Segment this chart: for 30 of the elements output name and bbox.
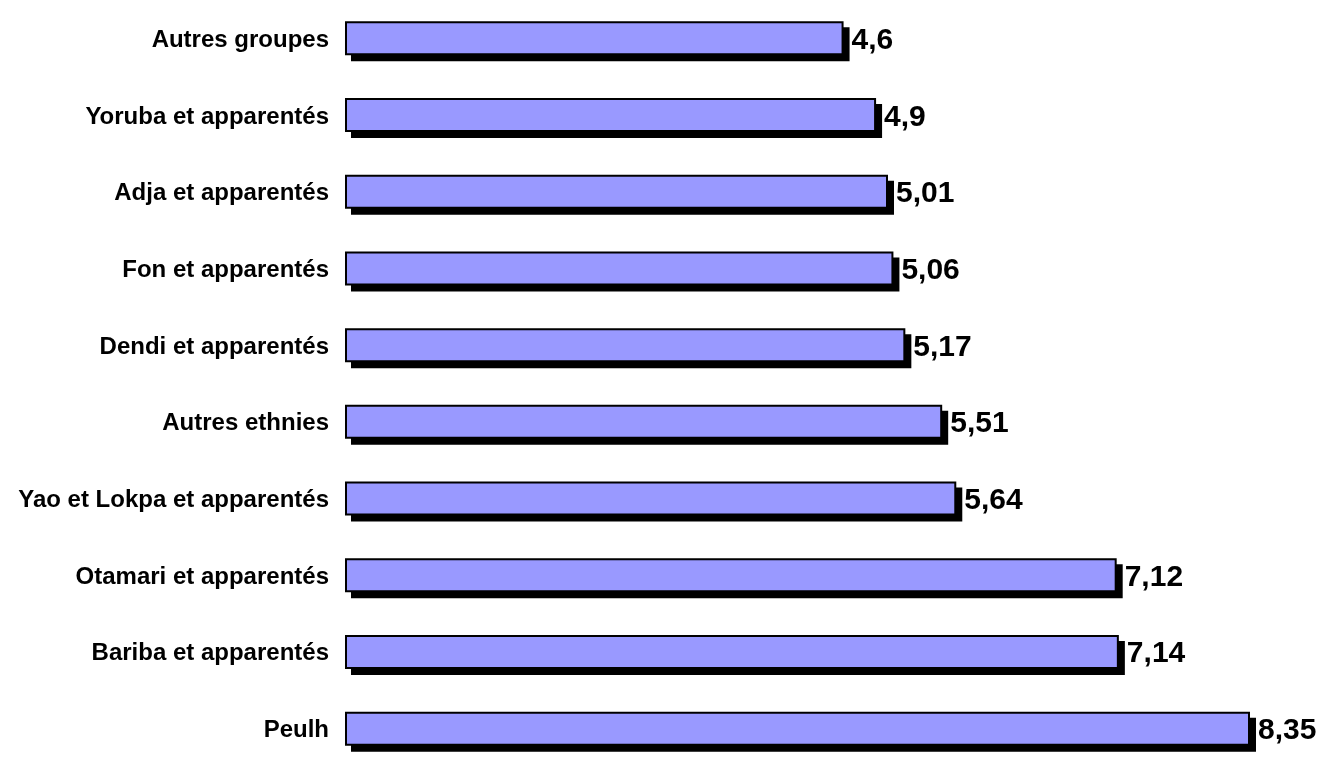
y-tick-label: Yoruba et apparentés xyxy=(85,101,329,129)
data-label: 7,12 xyxy=(1124,558,1184,592)
bar xyxy=(345,328,906,363)
bar xyxy=(345,634,1119,669)
data-label: 5,64 xyxy=(964,482,1023,516)
bar xyxy=(345,558,1117,593)
y-tick-label: Adja et apparentés xyxy=(114,178,329,206)
y-tick-label: Bariba et apparentés xyxy=(91,638,329,666)
data-label: 8,35 xyxy=(1258,712,1317,746)
bar xyxy=(345,174,888,209)
data-label: 4,9 xyxy=(884,98,926,132)
y-tick-label: Autres groupes xyxy=(151,24,329,52)
y-tick-label: Yao et Lokpa et apparentés xyxy=(18,485,329,513)
data-label: 7,14 xyxy=(1126,635,1186,669)
bar xyxy=(345,481,957,516)
bar xyxy=(345,21,844,56)
data-label: 5,06 xyxy=(901,251,960,285)
bar xyxy=(345,251,894,286)
y-tick-label: Peulh xyxy=(263,715,329,743)
y-tick-label: Autres ethnies xyxy=(162,408,329,436)
y-tick-label: Otamari et apparentés xyxy=(75,561,329,589)
bar xyxy=(345,711,1250,746)
data-label: 5,17 xyxy=(913,328,972,362)
data-label: 4,6 xyxy=(851,21,894,55)
y-tick-label: Fon et apparentés xyxy=(122,254,329,282)
y-tick-label: Dendi et apparentés xyxy=(99,331,329,359)
bar xyxy=(345,404,943,439)
bar xyxy=(345,98,877,133)
data-label: 5,01 xyxy=(896,175,955,209)
data-label: 5,51 xyxy=(950,405,1009,439)
